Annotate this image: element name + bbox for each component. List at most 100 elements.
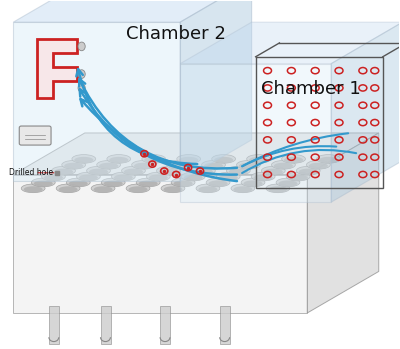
Ellipse shape [122,166,145,175]
Ellipse shape [97,161,120,169]
Ellipse shape [89,169,108,175]
Ellipse shape [66,178,90,187]
Ellipse shape [42,172,65,181]
Polygon shape [307,133,379,313]
FancyArrowPatch shape [76,69,197,164]
Ellipse shape [239,163,258,169]
Ellipse shape [128,186,148,193]
Ellipse shape [112,172,135,181]
Ellipse shape [31,178,55,187]
Ellipse shape [159,169,178,175]
Ellipse shape [64,163,83,169]
Ellipse shape [219,174,238,181]
Ellipse shape [214,157,233,163]
Ellipse shape [21,184,45,193]
Ellipse shape [254,174,273,181]
Ellipse shape [276,178,300,187]
Ellipse shape [296,166,320,175]
Ellipse shape [299,169,318,175]
Ellipse shape [249,157,268,163]
Ellipse shape [146,172,170,181]
Ellipse shape [126,184,150,193]
Ellipse shape [251,172,275,181]
Ellipse shape [54,169,73,175]
Ellipse shape [52,166,76,175]
Ellipse shape [104,180,123,187]
Ellipse shape [272,161,295,169]
Ellipse shape [247,155,270,163]
Ellipse shape [236,161,260,169]
Ellipse shape [134,163,153,169]
Ellipse shape [274,163,293,169]
Ellipse shape [109,157,128,163]
Ellipse shape [74,157,93,163]
FancyBboxPatch shape [19,126,51,145]
Ellipse shape [319,157,338,163]
FancyArrowPatch shape [242,133,348,166]
Ellipse shape [149,174,168,181]
Bar [49,306,59,344]
Text: Chamber 2: Chamber 2 [126,25,226,43]
Ellipse shape [268,186,287,193]
FancyArrowPatch shape [242,150,356,173]
Ellipse shape [167,161,190,169]
Ellipse shape [44,174,63,181]
Ellipse shape [316,155,340,163]
Ellipse shape [24,186,43,193]
Ellipse shape [206,178,230,187]
Bar [256,57,383,188]
Bar [160,306,170,344]
FancyArrowPatch shape [79,79,237,169]
Text: Drilled hole: Drilled hole [9,168,54,177]
Ellipse shape [226,166,250,175]
Ellipse shape [156,166,180,175]
Ellipse shape [139,180,158,187]
Ellipse shape [231,184,255,193]
Polygon shape [13,174,307,313]
Ellipse shape [142,155,166,163]
Ellipse shape [136,178,160,187]
Ellipse shape [288,174,308,181]
Ellipse shape [78,70,85,79]
Ellipse shape [91,184,115,193]
Ellipse shape [34,180,53,187]
Ellipse shape [184,174,203,181]
Bar [220,306,230,344]
Ellipse shape [86,166,110,175]
Text: Chamber 1: Chamber 1 [261,80,361,98]
FancyArrowPatch shape [242,146,336,166]
Ellipse shape [114,174,133,181]
Ellipse shape [161,184,185,193]
Ellipse shape [208,180,228,187]
Bar [101,306,111,344]
Polygon shape [331,22,400,202]
Ellipse shape [306,161,330,169]
Ellipse shape [169,163,188,169]
Ellipse shape [233,186,252,193]
Ellipse shape [309,163,328,169]
Ellipse shape [171,178,195,187]
Ellipse shape [194,169,213,175]
Polygon shape [13,133,379,174]
Ellipse shape [202,161,226,169]
Polygon shape [13,0,252,22]
Polygon shape [37,39,77,98]
Ellipse shape [132,161,156,169]
Ellipse shape [174,180,193,187]
Ellipse shape [261,166,285,175]
Ellipse shape [144,157,163,163]
Ellipse shape [212,155,236,163]
Polygon shape [180,22,400,64]
FancyArrowPatch shape [80,99,237,181]
Ellipse shape [216,172,240,181]
FancyArrowPatch shape [80,89,237,174]
Ellipse shape [266,184,290,193]
Ellipse shape [94,186,113,193]
Ellipse shape [264,169,283,175]
Ellipse shape [282,155,306,163]
Ellipse shape [196,184,220,193]
Ellipse shape [278,180,298,187]
Polygon shape [180,0,252,181]
Ellipse shape [284,157,303,163]
Ellipse shape [286,172,310,181]
